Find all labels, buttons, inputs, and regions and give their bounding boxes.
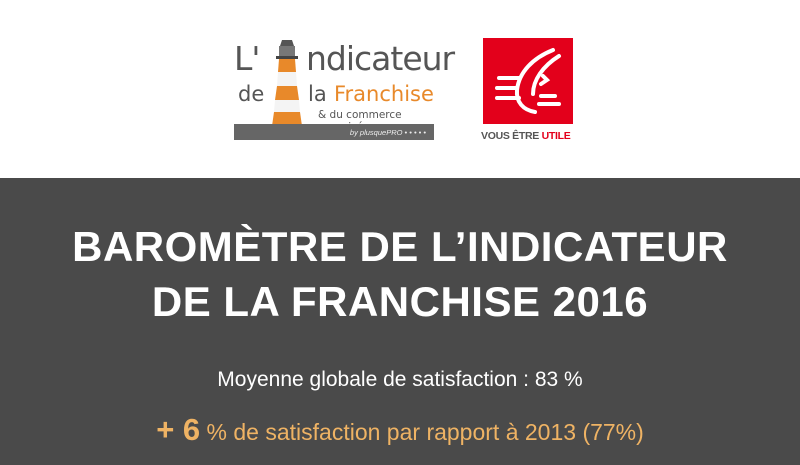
header-logos: L' ndicateur de la Franchise & du commer… <box>0 0 800 178</box>
delta-value: + 6 <box>156 412 201 447</box>
satisfaction-change: + 6 % de satisfaction par rapport à 2013… <box>0 412 800 448</box>
delta-text: % de satisfaction par rapport à 2013 (77… <box>200 419 644 445</box>
average-satisfaction: Moyenne globale de satisfaction : 83 % <box>217 368 583 391</box>
page-title-line1: BAROMÈTRE DE L’INDICATEUR <box>72 223 728 270</box>
squirrel-logo-icon <box>483 38 573 124</box>
logo-byline: by plusquePRO • • • • • <box>234 124 434 140</box>
indicateur-franchise-logo: L' ndicateur de la Franchise & du commer… <box>234 36 455 142</box>
caisse-epargne-slogan: VOUS ÊTRE UTILE <box>481 130 571 142</box>
barometer-banner <box>0 178 800 465</box>
lighthouse-icon <box>272 40 302 126</box>
page-title-line2: DE LA FRANCHISE 2016 <box>151 278 649 325</box>
caisse-epargne-logo: VOUS ÊTRE UTILE <box>481 38 576 146</box>
